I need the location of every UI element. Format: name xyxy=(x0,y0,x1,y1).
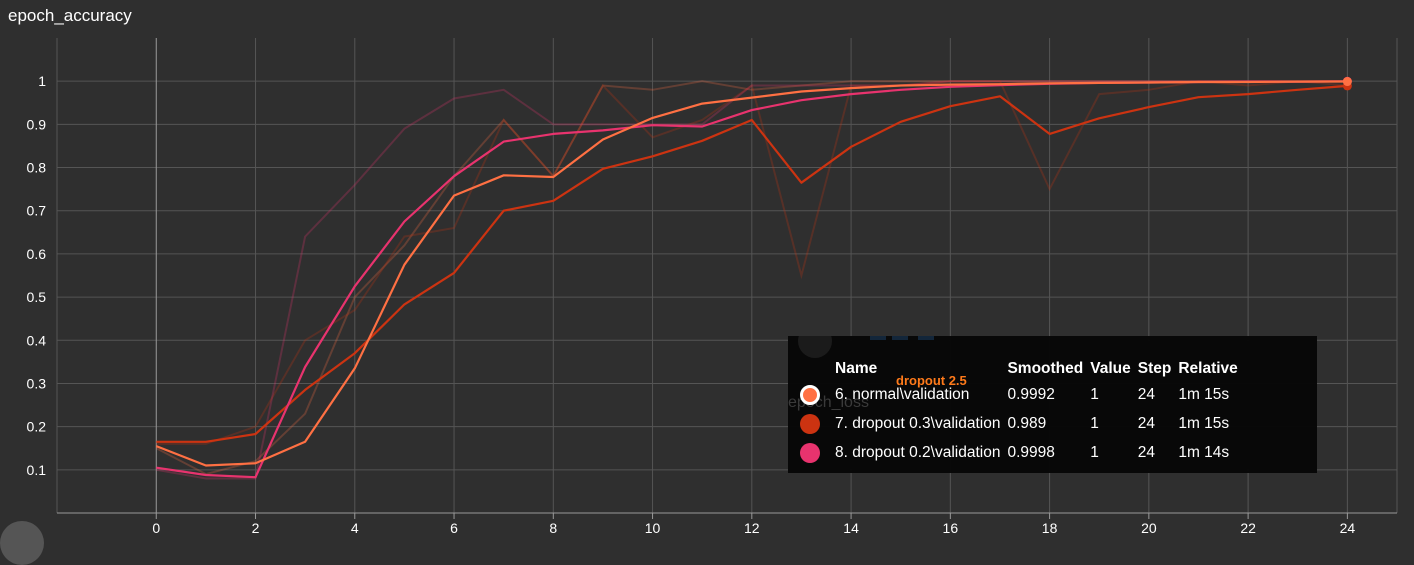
y-tick-label: 0.1 xyxy=(27,462,47,478)
series-tooltip: epoch_loss dropout 2.5 Name Smoothed Val… xyxy=(788,336,1317,473)
y-tick-label: 0.2 xyxy=(27,419,47,435)
row-relative: 1m 14s xyxy=(1178,443,1230,461)
x-tick-label: 14 xyxy=(843,520,859,536)
y-tick-label: 0.6 xyxy=(27,246,47,262)
tooltip-subtitle: dropout 2.5 xyxy=(896,373,967,388)
ghost-icon xyxy=(870,336,886,340)
tooltip-row: 7. dropout 0.3\validation 0.989 1 24 1m … xyxy=(800,409,1245,438)
series-color-swatch xyxy=(800,413,820,434)
row-step: 24 xyxy=(1137,414,1155,432)
color-header xyxy=(800,358,827,380)
ghost-icon xyxy=(918,336,934,340)
smoothed-series-line xyxy=(156,84,1348,443)
y-tick-label: 1 xyxy=(38,73,46,89)
smoothed-series-line xyxy=(155,80,1348,467)
step-header: Step xyxy=(1137,360,1172,377)
chart-axes: 0.10.20.30.40.50.60.70.80.910 2 4 6 8 10 12 14 1… xyxy=(27,73,1397,536)
row-smoothed: 0.9992 xyxy=(1007,385,1055,403)
row-smoothed: 0.989 xyxy=(1007,414,1047,432)
ghost-icon xyxy=(892,336,908,340)
raw-series-line xyxy=(156,80,1348,445)
y-tick-label: 0.3 xyxy=(27,375,47,391)
y-tick-label: 0.7 xyxy=(27,203,47,219)
name-header: Name xyxy=(835,360,878,377)
row-smoothed: 0.9998 xyxy=(1007,443,1055,461)
line-chart[interactable]: 0.10.20.30.40.50.60.70.80.910 2 4 6 8 10 12 14 1… xyxy=(0,0,1414,543)
tooltip-row: 6. normal\validation 0.9992 1 24 1m 15s xyxy=(800,380,1245,409)
x-tick-label: 20 xyxy=(1141,520,1157,536)
value-header: Value xyxy=(1090,360,1131,377)
tooltip-header-row: Name Smoothed Value Step Relative xyxy=(800,358,1245,380)
series-end-marker xyxy=(1342,77,1352,87)
row-relative: 1m 15s xyxy=(1178,385,1230,403)
row-name: 7. dropout 0.3\validation xyxy=(835,414,1001,432)
row-step: 24 xyxy=(1137,443,1155,461)
y-tick-label: 0.5 xyxy=(27,289,47,305)
row-value: 1 xyxy=(1090,385,1099,403)
x-tick-label: 24 xyxy=(1340,520,1356,536)
tooltip-table: Name Smoothed Value Step Relative 6. nor… xyxy=(800,358,1245,467)
series-end-markers xyxy=(1342,76,1352,91)
y-tick-label: 0.8 xyxy=(27,160,47,176)
x-tick-label: 6 xyxy=(450,520,458,536)
x-tick-label: 2 xyxy=(252,520,260,536)
row-step: 24 xyxy=(1137,385,1155,403)
raw-series-lines xyxy=(155,80,1348,480)
series-color-swatch xyxy=(800,442,820,463)
ghost-avatar xyxy=(798,336,832,358)
row-value: 1 xyxy=(1090,414,1099,432)
smoothed-header: Smoothed xyxy=(1007,360,1084,377)
row-relative: 1m 15s xyxy=(1178,414,1230,432)
x-tick-label: 8 xyxy=(549,520,557,536)
x-tick-label: 12 xyxy=(744,520,760,536)
x-tick-label: 10 xyxy=(645,520,661,536)
y-tick-label: 0.4 xyxy=(27,332,47,348)
smoothed-series-lines xyxy=(155,80,1348,479)
relative-header: Relative xyxy=(1178,360,1238,377)
y-tick-label: 0.9 xyxy=(27,116,47,132)
chart-title: epoch_accuracy xyxy=(8,6,132,25)
row-name: 8. dropout 0.2\validation xyxy=(835,443,1001,461)
raw-series-line xyxy=(156,80,1348,480)
tooltip-row: 8. dropout 0.2\validation 0.9998 1 24 1m… xyxy=(800,438,1245,467)
corner-button[interactable] xyxy=(0,521,44,565)
x-tick-label: 0 xyxy=(152,520,160,536)
raw-series-line xyxy=(155,80,1348,476)
row-name: 6. normal\validation xyxy=(835,385,970,403)
x-tick-label: 16 xyxy=(943,520,959,536)
row-value: 1 xyxy=(1090,443,1099,461)
series-color-swatch xyxy=(800,384,820,405)
x-tick-label: 18 xyxy=(1042,520,1058,536)
x-tick-label: 22 xyxy=(1240,520,1256,536)
x-tick-label: 4 xyxy=(351,520,359,536)
